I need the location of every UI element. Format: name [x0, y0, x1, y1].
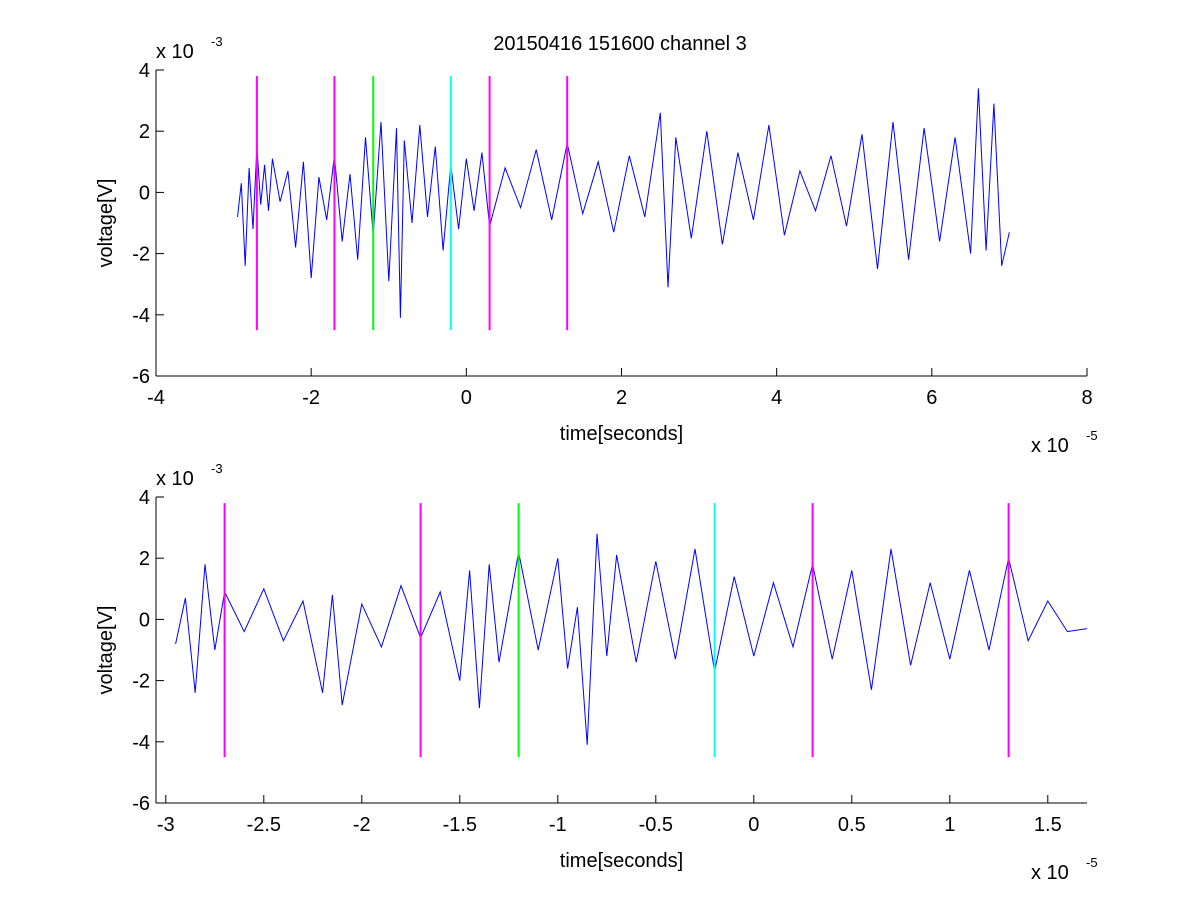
- figure-title: 20150416 151600 channel 3: [493, 33, 747, 55]
- y-tick-label: -4: [132, 305, 150, 327]
- x-tick-label: 0: [748, 814, 759, 836]
- y-tick-label: -6: [132, 366, 150, 388]
- x-axis-label: time[seconds]: [560, 423, 683, 445]
- x-tick-label: 0.5: [838, 814, 866, 836]
- y-exponent-label: x 10: [156, 41, 194, 63]
- x-tick-label: 1: [944, 814, 955, 836]
- y-tick-label: 0: [139, 609, 150, 631]
- x-axis-label: time[seconds]: [560, 850, 683, 872]
- x-exponent-power: -5: [1086, 855, 1098, 870]
- subplot-top: -4 -2 0 2 4 6 8-6-4-2024time[seconds]voltage[V…: [95, 34, 1098, 457]
- y-tick-label: -2: [132, 244, 150, 266]
- y-exponent-power: -3: [211, 34, 223, 49]
- y-tick-label: 4: [139, 60, 150, 82]
- y-axis-label: voltage[V]: [95, 179, 117, 268]
- y-tick-label: 0: [139, 182, 150, 204]
- x-tick-label: -1.5: [443, 814, 477, 836]
- x-tick-label: 0: [461, 387, 472, 409]
- y-axis-label: voltage[V]: [95, 606, 117, 695]
- y-tick-label: -2: [132, 671, 150, 693]
- x-tick-label: 6: [926, 387, 937, 409]
- y-tick-label: 2: [139, 121, 150, 143]
- y-tick-label: -4: [132, 732, 150, 754]
- y-tick-label: 4: [139, 487, 150, 509]
- x-exponent-label: x 10: [1031, 862, 1069, 884]
- x-tick-label: 8: [1081, 387, 1092, 409]
- x-tick-label: -2: [302, 387, 320, 409]
- x-tick-label: -0.5: [639, 814, 673, 836]
- x-tick-label: -2: [353, 814, 371, 836]
- y-tick-label: -6: [132, 793, 150, 815]
- subplot-bottom: -3 -2.5 -2 -1.5 -1 -0.5 0 0.5 1 1.5 -6 -4 -2 0 2 4 time[…: [95, 461, 1098, 884]
- x-tick-label: -3: [157, 814, 175, 836]
- x-tick-label: 2: [616, 387, 627, 409]
- x-tick-label: -2.5: [247, 814, 281, 836]
- x-exponent-label: x 10: [1031, 435, 1069, 457]
- x-tick-label: -4: [147, 387, 165, 409]
- x-tick-label: 4: [771, 387, 782, 409]
- y-exponent-label: x 10: [156, 468, 194, 490]
- x-tick-label: -1: [549, 814, 567, 836]
- voltage-trace-line: [175, 533, 1088, 745]
- y-tick-label: 2: [139, 548, 150, 570]
- x-exponent-power: -5: [1086, 428, 1098, 443]
- y-exponent-power: -3: [211, 461, 223, 476]
- x-tick-label: 1.5: [1034, 814, 1062, 836]
- voltage-trace-line: [237, 88, 1010, 318]
